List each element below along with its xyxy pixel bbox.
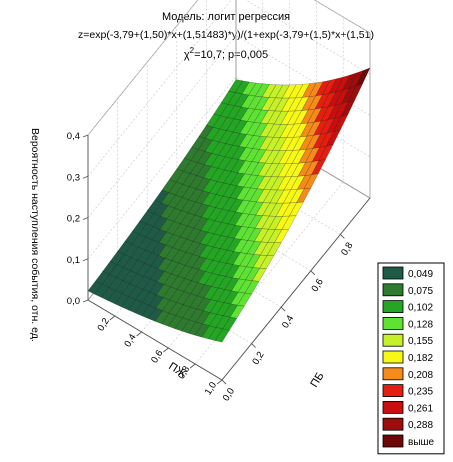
y-tick — [280, 306, 286, 312]
legend-label: выше — [408, 437, 435, 448]
legend-label: 0,261 — [408, 403, 433, 414]
z-axis-label: Вероятность наступления события, отн. ед… — [29, 128, 41, 342]
x-gridline — [114, 0, 264, 317]
statistic-values: =10,7; p=0,005 — [194, 49, 268, 61]
legend-swatch — [382, 367, 404, 381]
x-gridline — [168, 1, 317, 349]
x-tick-label: 0,6 — [149, 348, 165, 365]
z-tick — [82, 217, 89, 220]
y-axis-line — [221, 197, 371, 381]
legend-label: 0,155 — [408, 336, 433, 347]
x-tick — [163, 347, 169, 353]
x-tick-label: 0,4 — [122, 332, 138, 349]
x-gridline — [141, 0, 290, 333]
y-tick-label: 0,2 — [250, 350, 266, 367]
z-tick-label: 0,0 — [67, 296, 80, 307]
x-tick — [109, 315, 116, 321]
x-tick — [216, 379, 223, 385]
z-tick — [82, 175, 89, 179]
x-axis-line — [87, 299, 223, 381]
y-tick — [221, 379, 227, 385]
legend-swatch — [382, 350, 404, 364]
legend-swatch — [382, 300, 404, 314]
statistic-superscript: 2 — [190, 46, 195, 55]
z-tick-label: 0,1 — [67, 255, 80, 266]
z-tick-label: 0,2 — [67, 214, 80, 225]
x-gridline — [194, 17, 344, 365]
legend-swatch — [382, 434, 404, 448]
chart-title: Модель: логит регрессия — [162, 11, 290, 23]
y-tick-label: 0,8 — [339, 241, 355, 258]
legend-label: 0,075 — [408, 286, 433, 297]
surface-mesh — [87, 67, 371, 343]
x-tick-label: 1,0 — [203, 380, 219, 397]
x-tick — [189, 363, 196, 369]
legend-swatch — [382, 316, 404, 330]
legend-swatch — [382, 283, 404, 297]
y-tick — [310, 270, 316, 276]
legend-swatch — [382, 266, 404, 280]
chart-subtitle: z=exp(-3,79+(1,50)*x+(1,51483)*y)/(1+exp… — [78, 29, 374, 41]
y-tick-label: 0,6 — [310, 277, 326, 294]
z-tick-label: 0,3 — [67, 172, 80, 183]
legend-swatch — [382, 333, 404, 347]
surface-cell — [215, 328, 230, 343]
legend-label: 0,288 — [408, 420, 433, 431]
legend-label: 0,128 — [408, 319, 433, 330]
legend-swatch — [382, 400, 404, 414]
y-tick-label: 0,4 — [280, 313, 296, 330]
legend-label: 0,049 — [408, 269, 433, 280]
legend-swatch — [382, 417, 404, 431]
x-tick — [136, 331, 142, 337]
z-tick — [82, 299, 89, 303]
y-tick — [340, 234, 345, 239]
chart-statistic: χ2=10,7; p=0,005 — [184, 46, 268, 61]
z-tick-label: 0,4 — [67, 131, 80, 142]
legend-label: 0,235 — [408, 387, 433, 398]
z-tick — [82, 134, 89, 138]
z-tick — [82, 258, 89, 262]
legend: 0,049 0,075 0,102 0,128 0,155 0,182 0,208 0,235… — [377, 262, 445, 455]
legend-label: 0,208 — [408, 370, 433, 381]
legend-label: 0,182 — [408, 353, 433, 364]
y-axis-label: ПБ — [308, 370, 326, 389]
y-tick — [251, 343, 256, 348]
legend-swatch — [382, 384, 404, 398]
legend-label: 0,102 — [408, 303, 433, 314]
x-tick-label: 0,2 — [96, 316, 112, 333]
y-tick-label: 0,0 — [221, 386, 237, 403]
